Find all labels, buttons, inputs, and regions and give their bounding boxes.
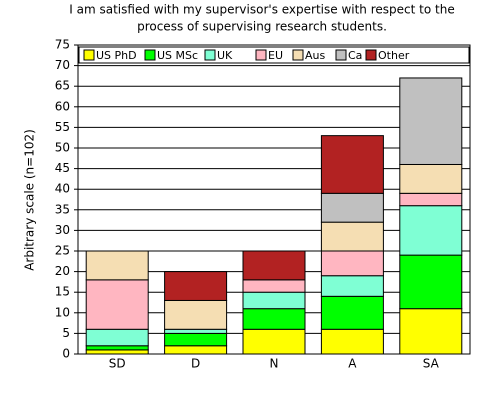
x-tick-label: N bbox=[270, 357, 279, 371]
bar-segment bbox=[399, 192, 463, 207]
bar-segment bbox=[320, 221, 384, 252]
bar-segment bbox=[164, 345, 228, 355]
chart-title: I am satisfied with my supervisor's expe… bbox=[69, 3, 454, 17]
y-tick-label: 45 bbox=[55, 161, 70, 175]
y-tick-label: 75 bbox=[55, 38, 70, 52]
bar-segment bbox=[85, 328, 149, 347]
bar-segment bbox=[85, 349, 149, 355]
bar-segment bbox=[399, 254, 463, 310]
y-tick-label: 65 bbox=[55, 79, 70, 93]
bar-segment bbox=[320, 135, 384, 194]
y-tick-label: 35 bbox=[55, 202, 70, 216]
bar-segment bbox=[399, 308, 463, 355]
legend-swatch bbox=[365, 49, 377, 61]
bar-segment bbox=[242, 291, 306, 310]
y-axis-label: Arbitrary scale (n=102) bbox=[23, 129, 37, 271]
y-tick-label: 5 bbox=[62, 326, 70, 340]
y-tick-label: 50 bbox=[55, 141, 70, 155]
x-tick-label: D bbox=[191, 357, 200, 371]
legend-swatch bbox=[83, 49, 95, 61]
x-tick-label: A bbox=[348, 357, 357, 371]
y-tick-label: 70 bbox=[55, 58, 70, 72]
legend-label: US MSc bbox=[157, 49, 198, 62]
chart-title: process of supervising research students… bbox=[137, 20, 387, 34]
bar-segment bbox=[320, 328, 384, 355]
bar-segment bbox=[164, 271, 228, 301]
legend-swatch bbox=[255, 49, 267, 61]
legend-swatch bbox=[292, 49, 304, 61]
legend-swatch bbox=[335, 49, 347, 61]
bar-segment bbox=[399, 205, 463, 256]
legend-swatch bbox=[204, 49, 216, 61]
bar-segment bbox=[164, 299, 228, 330]
y-tick-label: 25 bbox=[55, 244, 70, 258]
bar-segment bbox=[85, 279, 149, 330]
legend-swatch bbox=[144, 49, 156, 61]
y-tick-label: 60 bbox=[55, 99, 70, 113]
bar-segment bbox=[164, 332, 228, 347]
bar-segment bbox=[320, 250, 384, 277]
y-tick-label: 30 bbox=[55, 223, 70, 237]
legend-label: US PhD bbox=[96, 49, 137, 62]
bar-segment bbox=[85, 250, 149, 281]
legend-label: Other bbox=[378, 49, 410, 62]
bar-segment bbox=[242, 250, 306, 281]
legend-label: EU bbox=[268, 49, 283, 62]
bar-segment bbox=[85, 345, 149, 351]
y-tick-label: 0 bbox=[62, 347, 70, 361]
y-tick-label: 15 bbox=[55, 285, 70, 299]
y-tick-label: 55 bbox=[55, 120, 70, 134]
bar-segment bbox=[242, 328, 306, 355]
legend-label: UK bbox=[217, 49, 233, 62]
y-tick-label: 40 bbox=[55, 182, 70, 196]
bar-segment bbox=[399, 163, 463, 194]
bar-segment bbox=[164, 328, 228, 334]
bar-segment bbox=[320, 275, 384, 297]
bar-segment bbox=[242, 308, 306, 330]
x-tick-label: SD bbox=[109, 357, 126, 371]
bar-segment bbox=[320, 192, 384, 223]
bar-segment bbox=[242, 279, 306, 293]
bar-segment bbox=[320, 295, 384, 330]
legend-label: Aus bbox=[305, 49, 325, 62]
x-tick-label: SA bbox=[423, 357, 440, 371]
plot-frame bbox=[77, 44, 471, 355]
legend-label: Ca bbox=[348, 49, 362, 62]
bar-segment bbox=[399, 77, 463, 165]
y-tick-label: 20 bbox=[55, 264, 70, 278]
y-tick-label: 10 bbox=[55, 305, 70, 319]
